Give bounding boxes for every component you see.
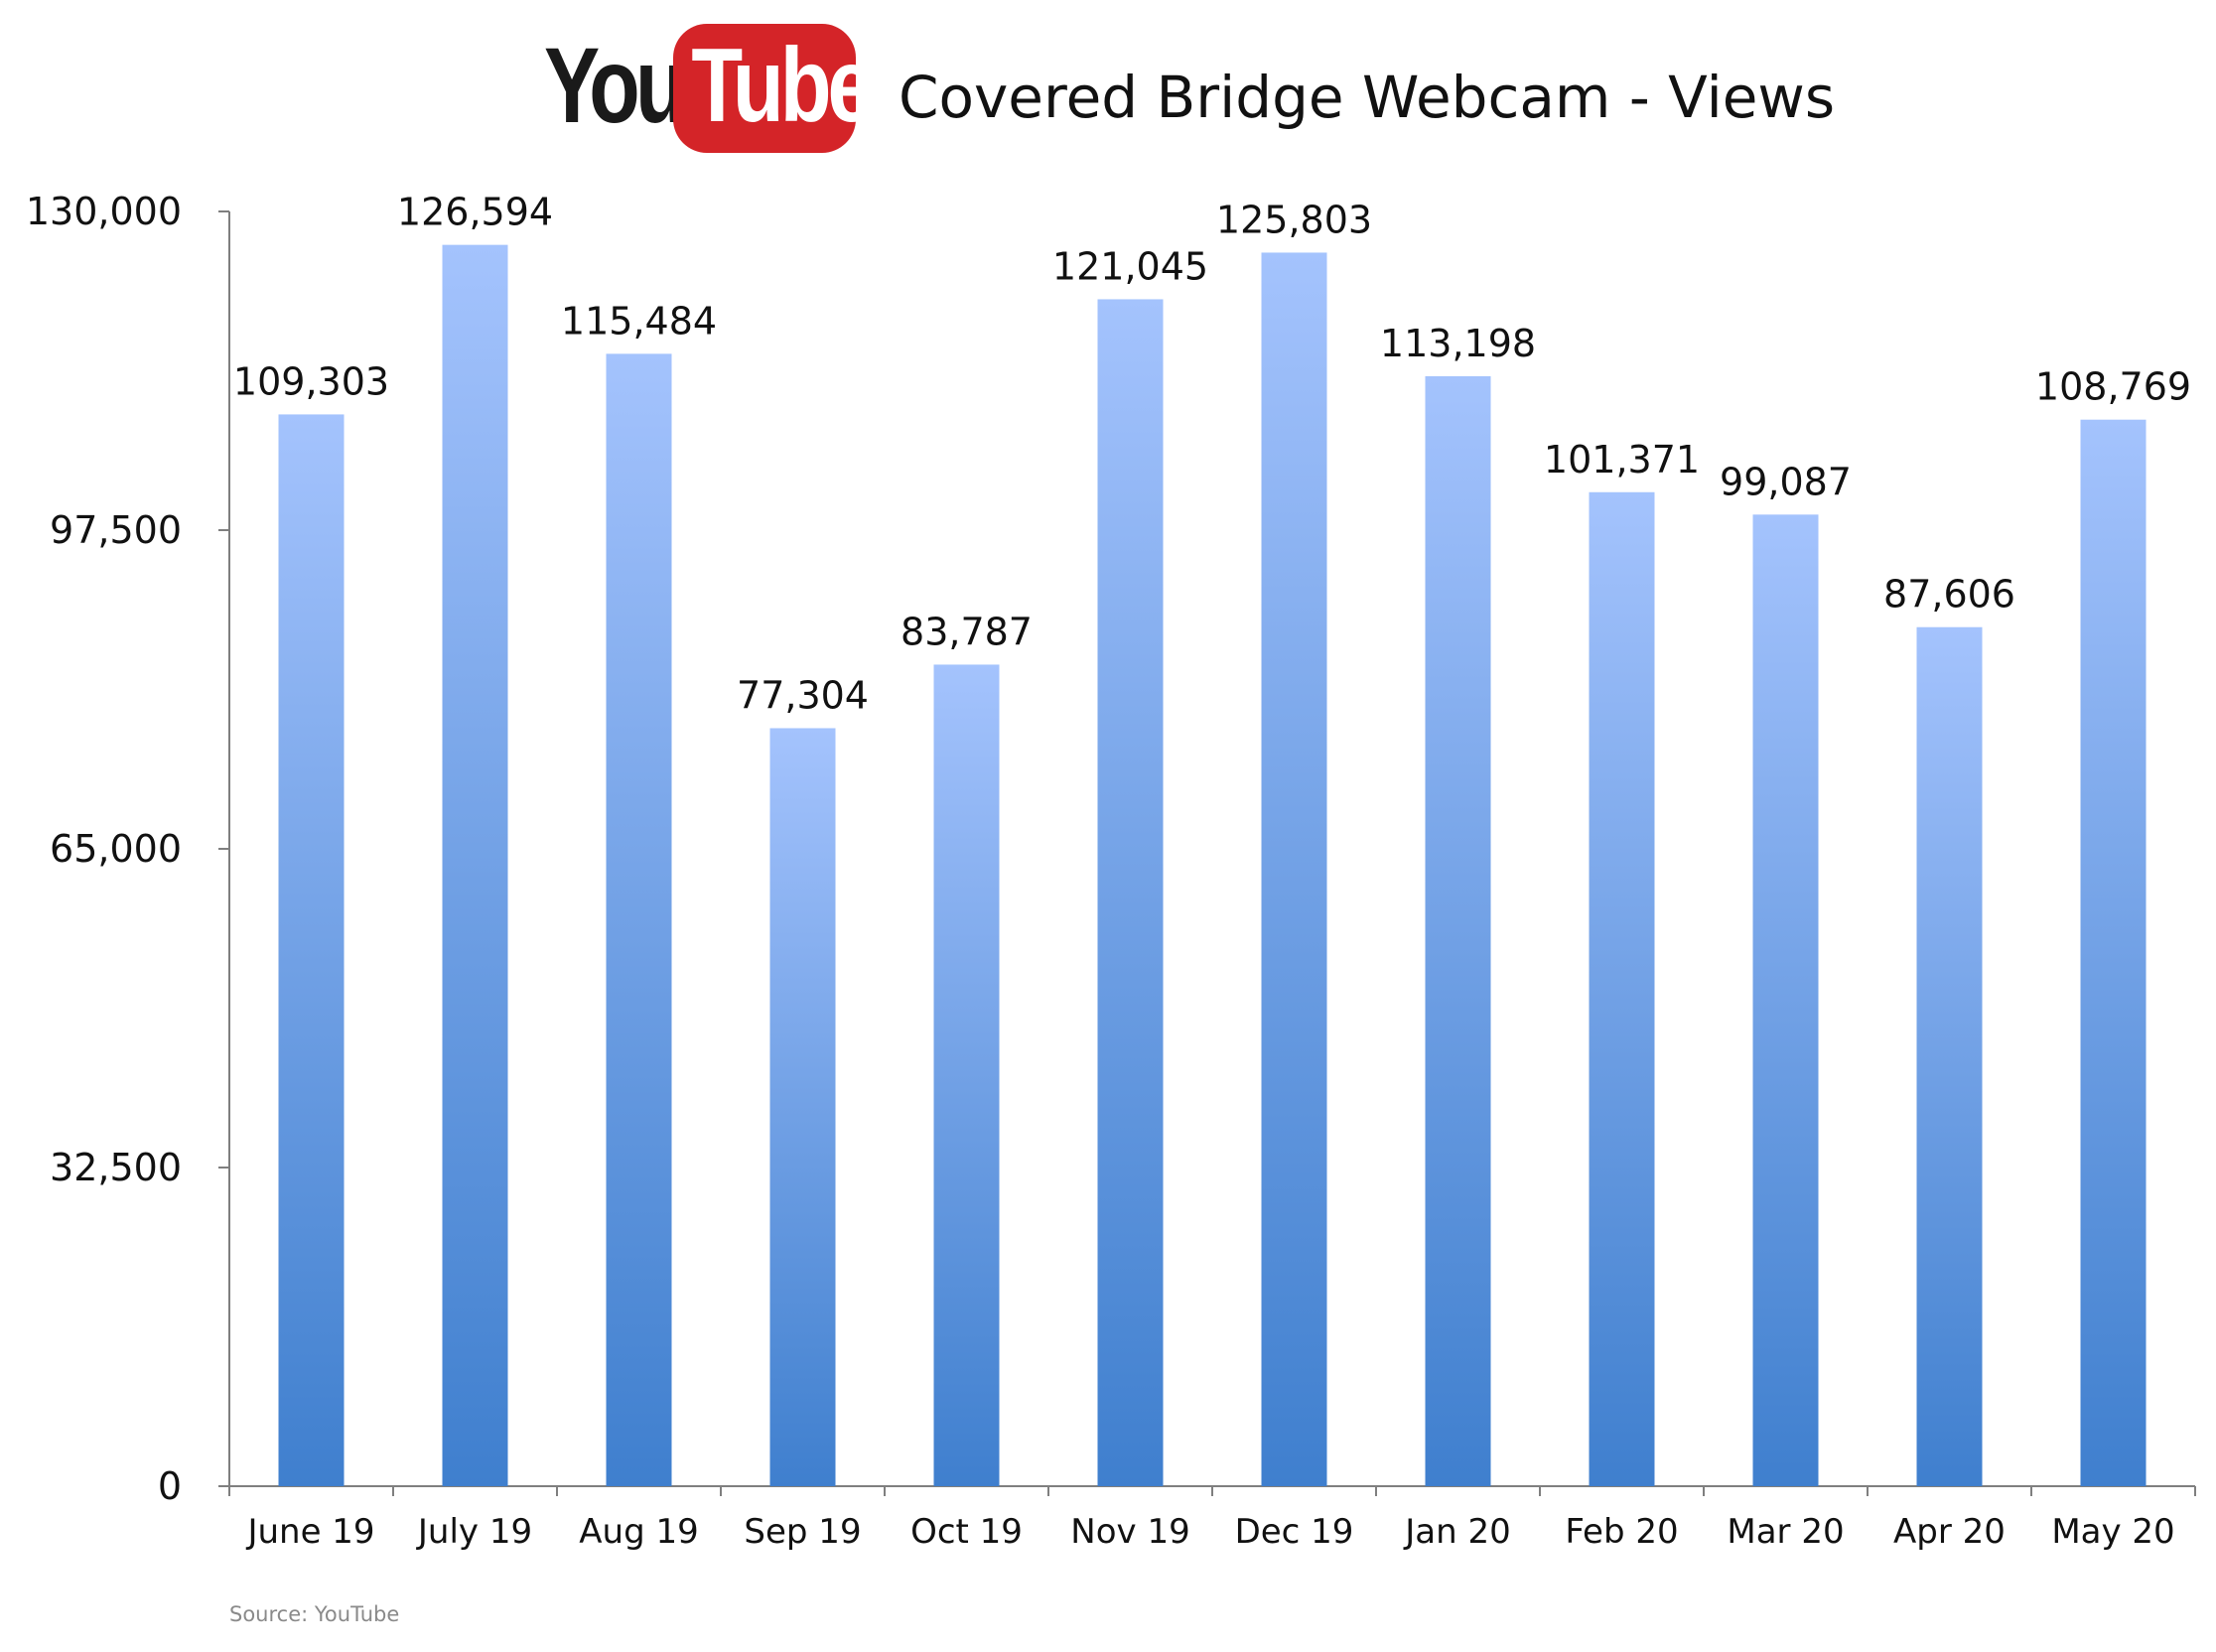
x-tick-label: Feb 20 [1565, 1512, 1678, 1552]
bar-value-label: 108,769 [2035, 365, 2191, 409]
bar-aug-19 [606, 353, 672, 1486]
bar-value-label: 101,371 [1544, 438, 1700, 482]
x-tick-label: June 19 [245, 1512, 374, 1552]
bar-nov-19 [1097, 299, 1164, 1486]
x-tick-label: Nov 19 [1070, 1512, 1189, 1552]
bar-oct-19 [933, 664, 1000, 1486]
y-tick-label: 32,500 [50, 1146, 182, 1189]
bar-value-label: 115,484 [561, 299, 717, 343]
x-tick-label: Mar 20 [1727, 1512, 1844, 1552]
bar-sep-19 [769, 728, 836, 1486]
bar-value-label: 113,198 [1380, 322, 1536, 365]
bar-value-label: 99,087 [1720, 460, 1852, 503]
bar-value-label: 83,787 [900, 610, 1033, 653]
x-tick-label: May 20 [2051, 1512, 2174, 1552]
x-tick-label: July 19 [416, 1512, 532, 1552]
bar-mar-20 [1752, 514, 1819, 1486]
x-tick-label: Jan 20 [1403, 1512, 1510, 1552]
bar-dec-19 [1261, 252, 1327, 1486]
bar-apr-20 [1916, 626, 1983, 1486]
y-tick-label: 97,500 [50, 508, 182, 552]
source-note: Source: YouTube [229, 1602, 400, 1626]
x-tick-label: Apr 20 [1893, 1512, 2006, 1552]
x-tick-label: Aug 19 [579, 1512, 698, 1552]
youtube-logo: You Tube [544, 24, 875, 153]
bar-value-label: 77,304 [737, 673, 869, 717]
bar-may-20 [2080, 419, 2147, 1486]
y-axis: 0 32,500 65,000 97,500 130,000 [26, 190, 230, 1508]
bar-value-label: 87,606 [1883, 573, 2015, 617]
chart-title: Covered Bridge Webcam - Views [899, 64, 1836, 131]
y-tick-label: 130,000 [26, 190, 182, 233]
x-tick-label: Dec 19 [1235, 1512, 1354, 1552]
y-tick-label: 0 [158, 1464, 182, 1508]
chart-header: You Tube Covered Bridge Webcam - Views [0, 0, 2216, 169]
bar-value-label: 109,303 [233, 359, 389, 403]
x-tick-label: Oct 19 [910, 1512, 1023, 1552]
bar-july-19 [442, 244, 508, 1487]
x-tick-label: Sep 19 [744, 1512, 861, 1552]
youtube-logo-tube-box: Tube [673, 24, 875, 153]
bar-value-label: 121,045 [1052, 244, 1208, 288]
bar-june-19 [278, 414, 345, 1487]
bar-value-label: 125,803 [1216, 198, 1372, 241]
x-axis: June 19 July 19 Aug 19 Sep 19 Oct 19 Nov 19 De… [228, 1485, 2196, 1552]
y-tick-label: 65,000 [50, 827, 182, 871]
youtube-logo-you: You [544, 25, 686, 145]
bar-feb-20 [1589, 491, 1655, 1486]
bar-jan-20 [1425, 375, 1491, 1487]
bars [278, 244, 2147, 1487]
bar-value-label: 126,594 [397, 191, 553, 234]
value-labels: 109,303 126,594 115,484 77,304 83,787 121,045… [233, 191, 2191, 718]
